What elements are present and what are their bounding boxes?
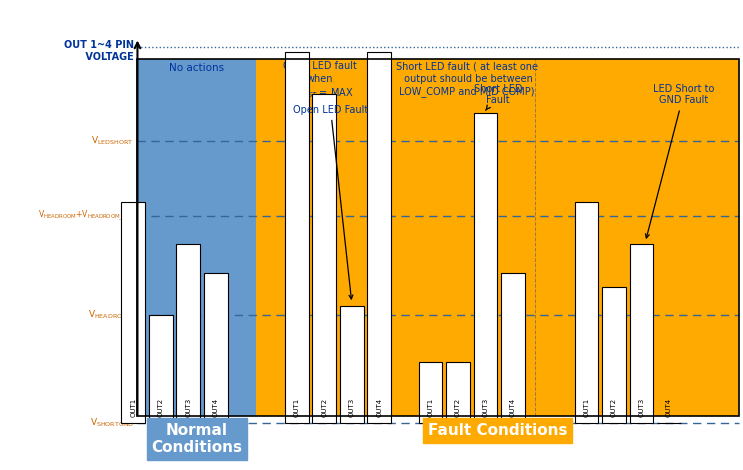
Text: Normal
Conditions: Normal Conditions	[152, 423, 242, 455]
Text: $\mathdefault{V}_{\mathdefault{LEDSHORT}}$: $\mathdefault{V}_{\mathdefault{LEDSHORT}…	[91, 135, 134, 147]
Bar	[256, 59, 739, 416]
Text: OUT4: OUT4	[212, 398, 219, 417]
Bar	[446, 362, 470, 423]
Bar	[177, 244, 200, 423]
Text: $\mathdefault{V}_{\mathdefault{SHORTGND}}$: $\mathdefault{V}_{\mathdefault{SHORTGND}…	[90, 417, 134, 429]
Bar	[474, 113, 498, 423]
Bar	[285, 52, 308, 423]
Text: OUT 1~4 PIN
 VOLTAGE: OUT 1~4 PIN VOLTAGE	[64, 40, 134, 63]
Bar	[630, 244, 654, 423]
Bar	[137, 59, 256, 416]
Text: Open LED fault
when
$V_{BOOST}$ = MAX: Open LED fault when $V_{BOOST}$ = MAX	[282, 61, 357, 100]
Text: OUT2: OUT2	[611, 398, 617, 417]
Text: OUT1: OUT1	[293, 398, 300, 417]
Text: $\mathdefault{V}_{\mathdefault{HEADROOM}}$: $\mathdefault{V}_{\mathdefault{HEADROOM}…	[88, 309, 134, 321]
Text: OUT1: OUT1	[427, 398, 434, 417]
Bar	[367, 52, 391, 423]
Text: OUT3: OUT3	[482, 398, 489, 417]
Text: OUT2: OUT2	[158, 398, 164, 417]
Text: Short LED
Fault: Short LED Fault	[473, 84, 522, 110]
Text: OUT3: OUT3	[185, 398, 192, 417]
Bar	[501, 273, 525, 423]
Text: OUT4: OUT4	[376, 398, 383, 417]
Bar	[204, 273, 227, 423]
Text: OUT3: OUT3	[638, 398, 645, 417]
Bar	[137, 59, 739, 416]
Text: OUT2: OUT2	[321, 398, 328, 417]
Text: Short LED fault ( at least one
 output should be between
LOW_COMP and MID COMP): Short LED fault ( at least one output sh…	[395, 61, 538, 97]
Text: $\mathdefault{V}_{\mathdefault{HEADROOM}}$+$\mathdefault{V}_{\mathdefault{HEADRO: $\mathdefault{V}_{\mathdefault{HEADROOM}…	[38, 209, 134, 223]
Text: OUT4: OUT4	[666, 398, 672, 417]
Bar	[602, 287, 626, 423]
Text: LED Short to
GND Fault: LED Short to GND Fault	[646, 84, 714, 238]
Text: OUT3: OUT3	[348, 398, 355, 417]
Text: OUT1: OUT1	[583, 398, 590, 417]
Bar	[121, 202, 145, 423]
Text: Fault Conditions: Fault Conditions	[428, 423, 568, 438]
Bar	[149, 315, 172, 423]
Bar	[340, 306, 364, 423]
Bar	[419, 362, 443, 423]
Text: No actions: No actions	[169, 63, 224, 73]
Bar	[312, 94, 336, 423]
Text: Open LED Fault: Open LED Fault	[293, 105, 369, 299]
Text: OUT2: OUT2	[455, 398, 461, 417]
Text: OUT4: OUT4	[510, 398, 516, 417]
Bar	[575, 202, 599, 423]
Text: OUT1: OUT1	[130, 398, 137, 417]
